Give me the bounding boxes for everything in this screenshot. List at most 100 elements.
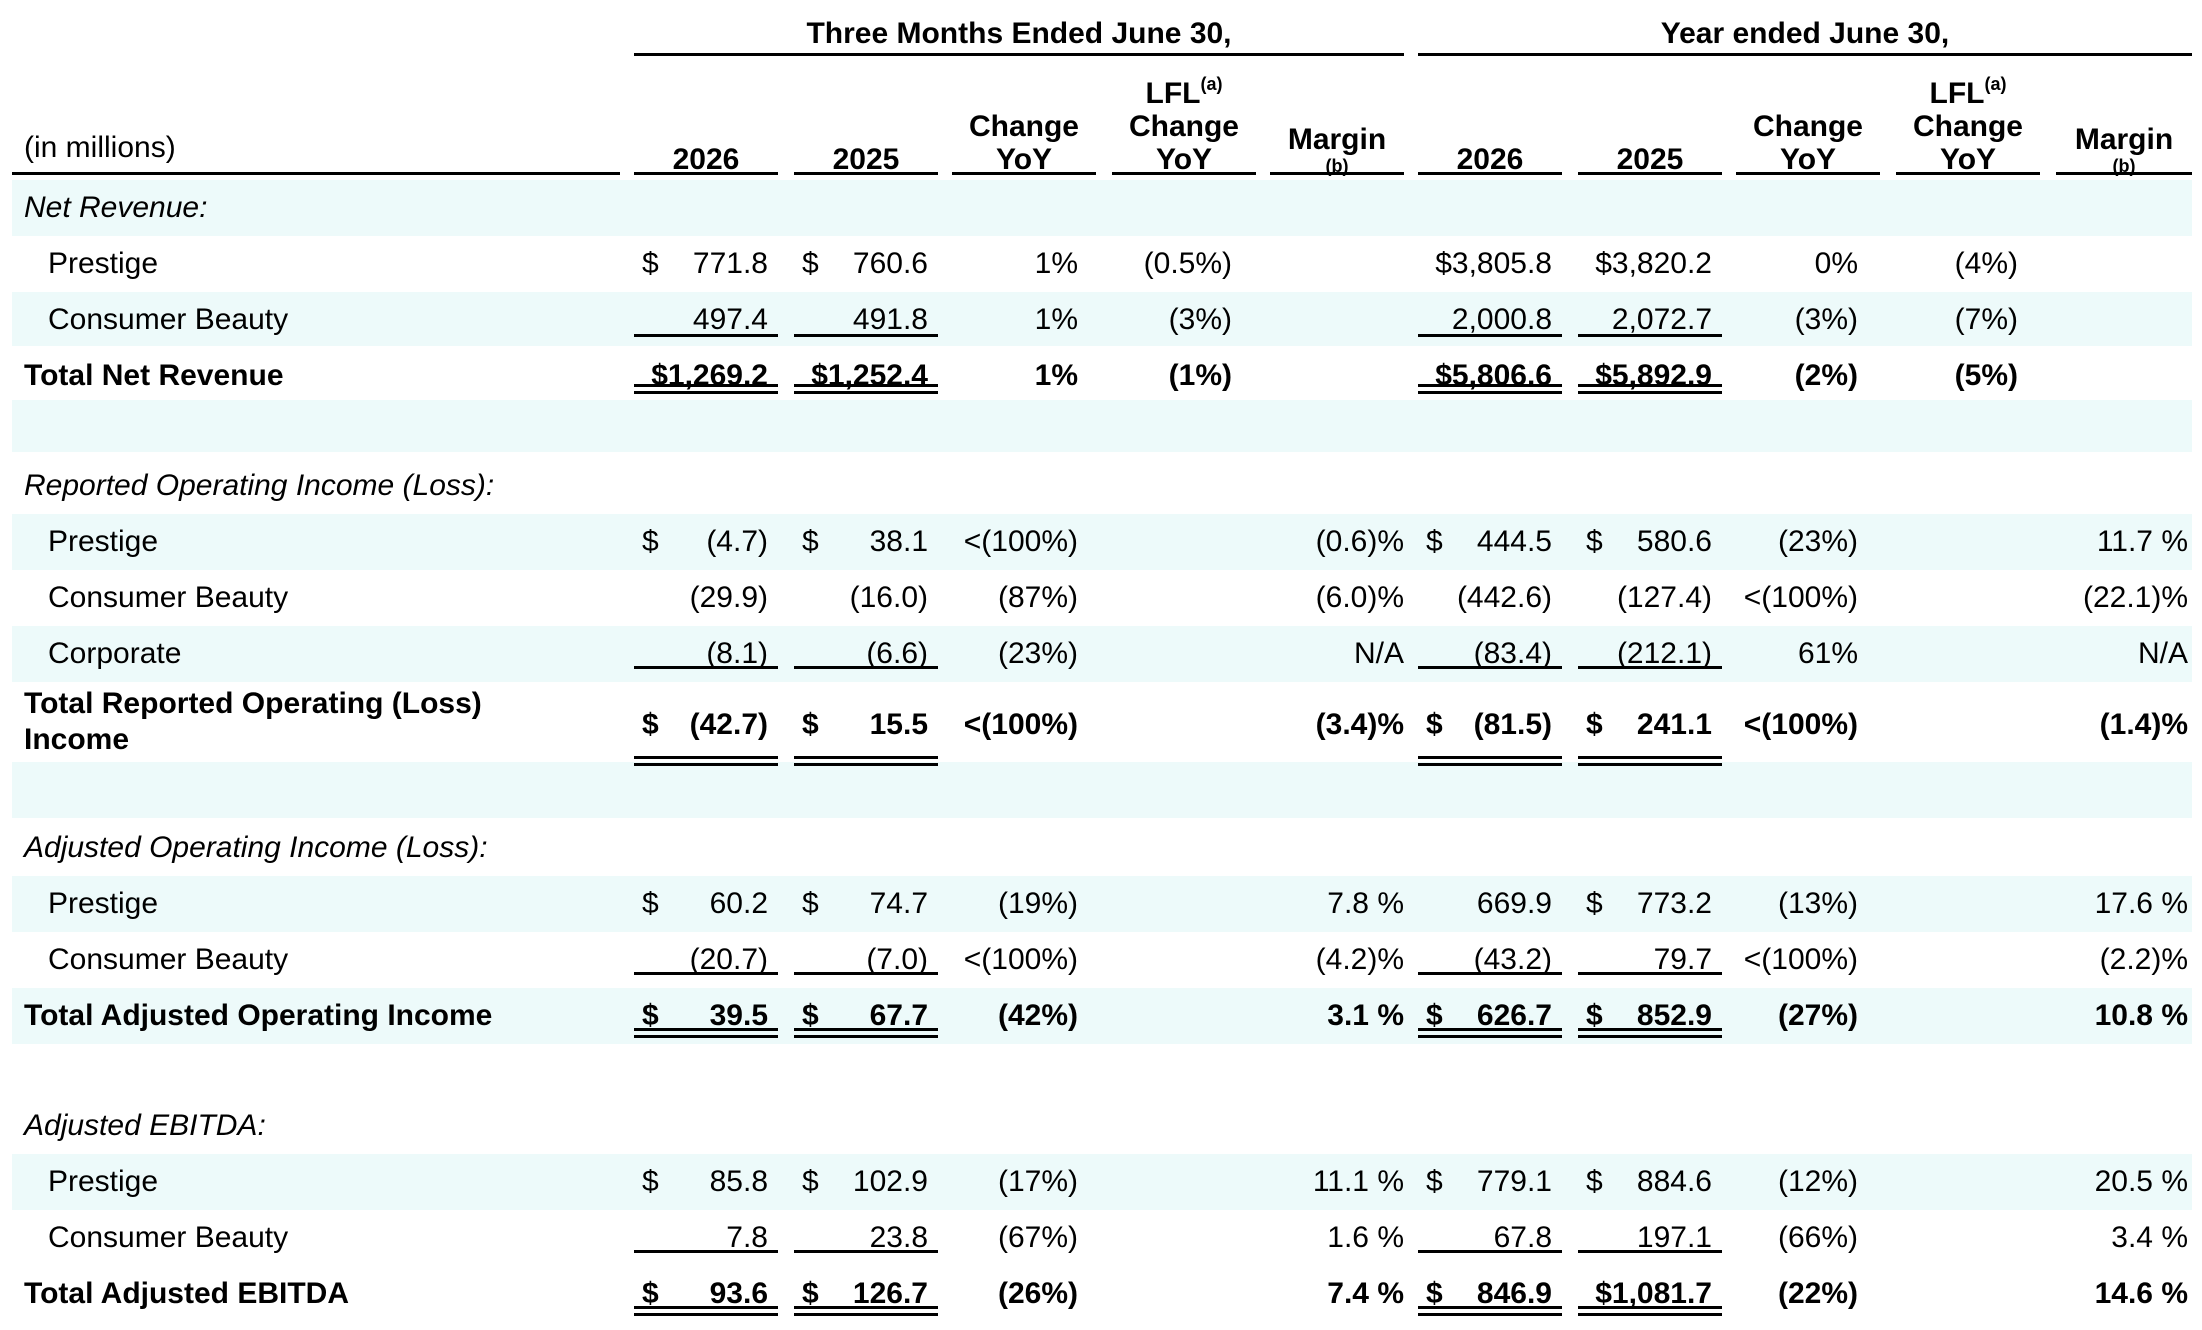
cell-y26: $626.7 (1418, 988, 1562, 1043)
cell-value: 20.5 % (2094, 1165, 2188, 1198)
cell-value: (83.4) (1473, 637, 1552, 670)
cell-y26: (43.2) (1418, 932, 1562, 987)
row-label: Total Reported Operating (Loss) Income (24, 687, 482, 756)
cell-q-chg: (26%) (952, 1266, 1096, 1321)
header-rule (1112, 172, 1256, 175)
cell-y-margin: 14.6 % (2056, 1266, 2192, 1321)
cell-q-margin (1270, 292, 1404, 347)
currency-symbol: $ (1586, 708, 1603, 741)
cell-q-chg: <(100%) (952, 514, 1096, 569)
cell-value: <(100%) (963, 708, 1078, 741)
col-header-y-2026: 2026 (1456, 143, 1524, 176)
cell-y-chg: <(100%) (1736, 570, 1880, 625)
cell-y25: 2,072.7 (1578, 292, 1722, 347)
col-header-q-change: Change YoY (968, 110, 1079, 176)
cell-y25: $773.2 (1578, 876, 1722, 931)
cell-value: <(100%) (1743, 581, 1858, 614)
cell-value: 11.7 % (2096, 525, 2188, 558)
subtotal-rule (794, 1250, 938, 1253)
cell-q26: $60.2 (634, 876, 778, 931)
cell-y25: 197.1 (1578, 1210, 1722, 1265)
cell-y-chg: (13%) (1736, 876, 1880, 931)
group-title-year: Year ended June 30, (1660, 17, 1950, 50)
cell-value: 497.4 (692, 303, 768, 336)
total-row: Total Adjusted Operating Income $39.5 $67.… (0, 988, 2202, 1043)
section-header-row: Reported Operating Income (Loss): (0, 458, 2202, 513)
cell-q25: 491.8 (794, 292, 938, 347)
cell-y25: $5,892.9 (1578, 348, 1722, 403)
cell-value: 779.1 (1476, 1165, 1552, 1198)
cell-value: $5,806.6 (1435, 359, 1552, 392)
cell-value: 14.6 % (2094, 1277, 2188, 1310)
cell-q-lfl (1112, 570, 1256, 625)
row-label: Consumer Beauty (48, 943, 289, 976)
cell-value: (42.7) (689, 708, 768, 741)
cell-value: (2%) (1794, 359, 1858, 392)
cell-value: 773.2 (1636, 887, 1712, 920)
cell-value: (1%) (1168, 359, 1232, 392)
cell-value: N/A (2137, 637, 2188, 670)
total-double-rule (794, 384, 938, 394)
cell-q-chg: 1% (952, 292, 1096, 347)
cell-value: (7.0) (866, 943, 928, 976)
cell-q25: (16.0) (794, 570, 938, 625)
cell-y-lfl (1896, 682, 2040, 768)
table-row: Consumer Beauty 497.4 491.8 1% (3%) 2,000.8 2,… (0, 292, 2202, 347)
cell-value: (22%) (1777, 1277, 1858, 1310)
subtotal-rule (1578, 972, 1722, 975)
table-row: Prestige $771.8 $760.6 1% (0.5%) $3,805.8 $3,8… (0, 236, 2202, 291)
cell-value: (3%) (1794, 303, 1858, 336)
row-label: Total Adjusted Operating Income (24, 999, 493, 1032)
cell-q-lfl (1112, 682, 1256, 768)
cell-y25: $241.1 (1578, 682, 1722, 768)
cell-y-lfl (1896, 1266, 2040, 1321)
subtotal-rule (794, 666, 938, 669)
total-double-rule (794, 756, 938, 766)
currency-symbol: $ (642, 708, 659, 741)
col-header-q-lfl: LFL(a) Change YoY (1128, 74, 1239, 176)
subtotal-rule (634, 666, 778, 669)
cell-q-chg: 1% (952, 236, 1096, 291)
cell-y-lfl (1896, 932, 2040, 987)
total-double-rule (794, 1306, 938, 1316)
cell-value: 85.8 (709, 1165, 768, 1198)
row-label: Consumer Beauty (48, 1221, 289, 1254)
cell-value: $1,252.4 (811, 359, 928, 392)
total-double-rule (1418, 1028, 1562, 1038)
col-header-q-margin: Margin (b) (1287, 123, 1387, 176)
cell-q-margin (1270, 236, 1404, 291)
currency-symbol: $ (1586, 887, 1603, 920)
currency-symbol: $ (802, 887, 819, 920)
cell-value: (7%) (1954, 303, 2018, 336)
section-label: Adjusted EBITDA: (24, 1109, 266, 1142)
cell-q-chg: (42%) (952, 988, 1096, 1043)
cell-value: $3,820.2 (1595, 247, 1712, 280)
cell-value: (3.4)% (1315, 708, 1404, 741)
cell-q25: (7.0) (794, 932, 938, 987)
cell-value: 17.6 % (2094, 887, 2188, 920)
cell-y-lfl (1896, 570, 2040, 625)
cell-q25: $15.5 (794, 682, 938, 768)
cell-value: (0.5%) (1143, 247, 1232, 280)
cell-q-margin (1270, 348, 1404, 403)
cell-value: (212.1) (1616, 637, 1712, 670)
table-row: Consumer Beauty (20.7) (7.0) <(100%) (4.2)% (… (0, 932, 2202, 987)
cell-q25: $760.6 (794, 236, 938, 291)
cell-value: (4%) (1954, 247, 2018, 280)
header-rule (1896, 172, 2040, 175)
cell-y26: 2,000.8 (1418, 292, 1562, 347)
cell-q-lfl: (3%) (1112, 292, 1256, 347)
cell-q-margin: (4.2)% (1270, 932, 1404, 987)
cell-q-lfl (1112, 626, 1256, 681)
cell-y25: $884.6 (1578, 1154, 1722, 1209)
header-rule (794, 172, 938, 175)
cell-value: (19%) (997, 887, 1078, 920)
cell-value: 626.7 (1476, 999, 1552, 1032)
cell-value: 760.6 (852, 247, 928, 280)
cell-value: 444.5 (1476, 525, 1552, 558)
cell-value: $5,892.9 (1595, 359, 1712, 392)
subtotal-rule (794, 972, 938, 975)
row-label: Prestige (48, 247, 159, 280)
cell-value: (66%) (1777, 1221, 1858, 1254)
cell-value: N/A (1353, 637, 1404, 670)
